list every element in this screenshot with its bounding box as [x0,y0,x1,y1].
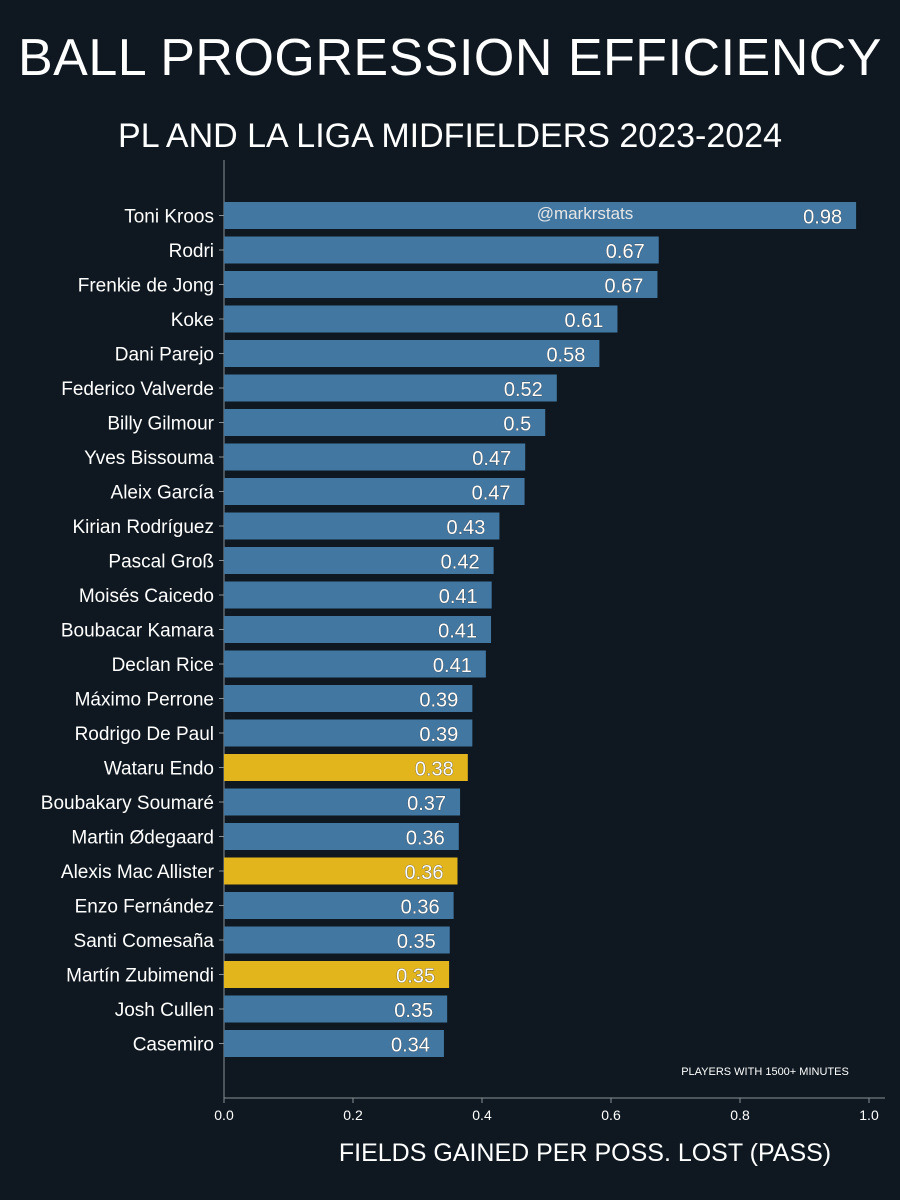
player-label: Santi Comesaña [74,931,215,952]
bar-value-label: 0.43 [446,517,485,539]
bar [224,685,473,712]
bar [224,719,473,747]
x-axis-label: FIELDS GAINED PER POSS. LOST (PASS) [338,1139,832,1167]
bar [224,478,525,505]
player-label: Billy Gilmour [107,414,214,435]
bar-value-label: 0.47 [472,448,511,470]
bar-value-label: 0.36 [406,828,445,850]
bar-value-label: 0.39 [419,690,458,712]
bar [224,409,546,436]
bar [224,788,461,816]
chart-subtitle: PL AND LA LIGA MIDFIELDERS 2023-2024 [118,117,782,155]
bar-value-label: 0.52 [504,379,543,401]
bar-value-label: 0.39 [419,724,458,746]
bar-value-label: 0.34 [391,1035,430,1057]
bar [224,512,500,540]
player-label: Rodri [169,241,214,262]
bar-value-label: 0.61 [565,310,604,332]
player-label: Wataru Endo [104,759,214,780]
player-label: Kirian Rodríguez [72,517,214,538]
bar-value-label: 0.98 [803,207,842,229]
player-label: Pascal Groß [108,552,214,573]
bar-value-label: 0.67 [606,241,645,263]
bar-value-label: 0.37 [407,793,446,815]
player-label: Federico Valverde [61,379,214,400]
player-label: Alexis Mac Allister [61,862,215,883]
player-label: Boubakary Soumaré [41,793,214,814]
minutes-note: PLAYERS WITH 1500+ MINUTES [681,1066,849,1078]
player-label: Aleix García [111,483,215,504]
player-label: Rodrigo De Paul [75,724,214,745]
player-label: Josh Cullen [115,1000,214,1021]
bar [224,236,659,264]
bar [224,995,448,1023]
bar [224,271,658,298]
bar-value-label: 0.58 [546,345,585,367]
player-label: Toni Kroos [124,207,214,228]
bar [224,616,492,643]
player-label: Casemiro [133,1035,214,1056]
bar [224,823,459,850]
x-tick-label: 0.4 [472,1107,492,1123]
bar-value-label: 0.36 [405,862,444,884]
highlighted-bar [224,754,468,781]
player-label: Martín Zubimendi [66,966,214,987]
x-tick-label: 0.6 [601,1107,621,1123]
bar [224,926,450,954]
player-label: Moisés Caicedo [79,586,214,607]
bar-value-label: 0.38 [415,759,454,781]
chart-title: BALL PROGRESSION EFFICIENCY [18,29,882,87]
highlighted-bar [224,857,458,885]
player-label: Máximo Perrone [75,690,214,711]
bar [224,1030,444,1057]
bar-value-label: 0.41 [433,655,472,677]
bar [224,443,526,471]
player-label: Declan Rice [112,655,214,676]
player-label: Boubacar Kamara [61,621,215,642]
player-label: Frenkie de Jong [78,276,214,297]
bar-value-label: 0.47 [472,483,511,505]
bar [224,374,557,402]
bar-value-label: 0.5 [503,414,531,436]
bar [224,892,454,919]
bar-value-label: 0.35 [397,931,436,953]
bar [224,547,494,574]
bar [224,202,857,229]
bar [224,305,618,333]
bar-value-label: 0.36 [401,897,440,919]
bar-value-label: 0.35 [394,1000,433,1022]
player-label: Koke [171,310,214,331]
bar [224,581,492,609]
watermark: @markrstats [536,204,634,223]
bar-value-label: 0.41 [439,586,478,608]
bar [224,340,600,367]
bar-value-label: 0.67 [605,276,644,298]
bar-value-label: 0.41 [438,621,477,643]
highlighted-bar [224,961,450,988]
player-label: Martin Ødegaard [71,828,214,849]
bar [224,650,486,678]
x-tick-label: 1.0 [859,1107,879,1123]
x-tick-label: 0.8 [730,1107,750,1123]
player-label: Dani Parejo [115,345,214,366]
bar-value-label: 0.42 [441,552,480,574]
bar-value-label: 0.35 [396,966,435,988]
x-tick-label: 0.2 [343,1107,363,1123]
player-label: Enzo Fernández [75,897,214,918]
player-label: Yves Bissouma [84,448,214,469]
x-tick-label: 0.0 [214,1107,234,1123]
